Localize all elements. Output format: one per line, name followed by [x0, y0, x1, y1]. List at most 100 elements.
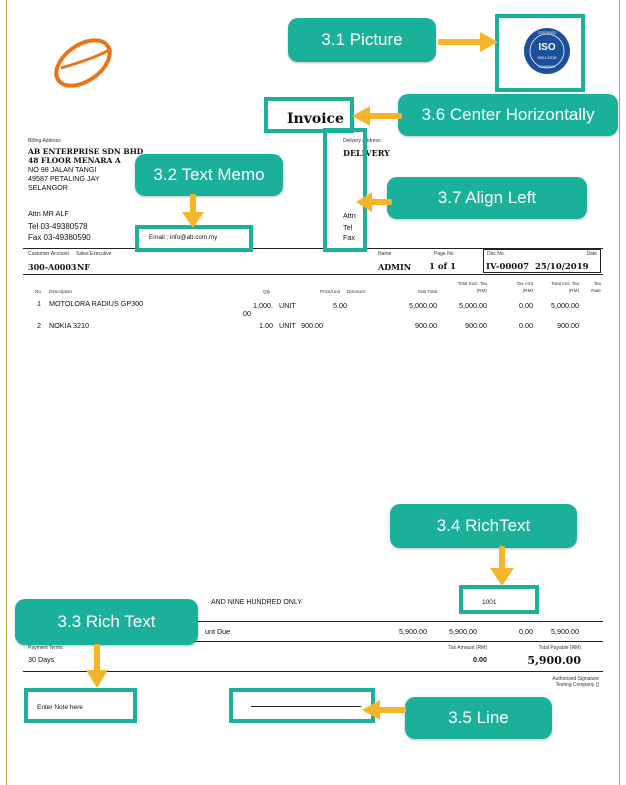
val-name: ADMIN	[378, 262, 412, 272]
callout-center-horizontally: 3.6 Center Horizontally	[398, 94, 618, 136]
item-incl: 900.00	[557, 321, 579, 330]
col-excl-2: (RM)	[476, 288, 487, 293]
email-memo: Email : info@ab.com.my	[149, 234, 218, 241]
col-excl-1: Total Excl. Tax	[457, 281, 487, 286]
callout-text-memo: 3.2 Text Memo	[135, 154, 283, 196]
divider-totals	[23, 641, 603, 642]
hdr-customer-account: Customer Account	[28, 251, 69, 257]
col-qty: Qty	[263, 289, 271, 294]
delivery-label: Delivery Address	[343, 138, 381, 144]
item-no: 1	[37, 299, 41, 308]
item-incl: 5,000.00	[551, 301, 579, 310]
item-no: 2	[37, 321, 41, 330]
total-subtotal: 5,900.00	[399, 627, 427, 636]
item-qty: 1.00	[259, 321, 273, 330]
delivery-highlight	[323, 128, 367, 252]
picture-highlight	[495, 14, 585, 92]
col-rate-1: Tax	[593, 281, 601, 286]
callout-rich-text: 3.3 Rich Text	[15, 599, 198, 645]
total-excl: 5,900.00	[449, 627, 477, 636]
callout-line: 3.5 Line	[405, 697, 552, 739]
arrow-left-icon	[356, 192, 392, 212]
amount-due-label: unt Due	[205, 627, 231, 636]
val-customer-account: 300-A0003	[28, 262, 77, 272]
iso-bottom-text: COMPANY	[538, 65, 556, 69]
total-incl: 5,900.00	[551, 627, 579, 636]
billing-company: AB ENTERPRISE SDN BHD	[28, 147, 144, 156]
note-text: Enter Note here	[37, 704, 83, 711]
tax-amount: 0.00	[473, 655, 487, 664]
iso-badge-icon	[524, 28, 570, 74]
hdr-name: Name	[378, 251, 392, 257]
callout-richtext: 3.4 RichText	[390, 504, 577, 548]
divider-top	[23, 248, 603, 249]
arrow-down-icon	[490, 546, 514, 586]
arrow-left-icon	[362, 700, 406, 720]
col-taxamt-1: Tax Amt	[516, 281, 533, 286]
line-highlight	[229, 688, 375, 723]
total-payable: 5,900.00	[527, 654, 581, 667]
val-sales-exec: NF	[77, 262, 90, 272]
item-unit: UNIT	[279, 301, 296, 310]
item-description: MOTOLORA RADIUS GP300	[49, 299, 144, 308]
richtext-highlight	[459, 585, 539, 614]
col-incl-2: (RM)	[568, 288, 579, 293]
col-incl-1: Total Incl. Tax	[551, 281, 579, 286]
payment-terms: 30 Days	[28, 655, 55, 664]
item-tax: 0.00	[519, 321, 533, 330]
item-qty-cont: 00	[243, 309, 251, 318]
arrow-right-icon	[438, 32, 498, 52]
note-highlight	[24, 688, 137, 723]
delivery-attn: Attn	[343, 211, 356, 220]
signature-company: Testing Company ()	[555, 682, 599, 688]
docno-date-box	[483, 249, 601, 273]
amount-in-words: AND NINE HUNDRED ONLY	[211, 599, 302, 606]
col-subtotal: Sub Total	[417, 289, 437, 294]
iso-sub-text: 9001:2015	[537, 55, 557, 60]
signature-label: Authorised Signature	[552, 676, 599, 682]
item-excl: 5,000.00	[459, 301, 487, 310]
richtext-value: 1001	[482, 599, 497, 606]
item-unit: UNIT	[279, 321, 296, 330]
billing-attn: Attn MR ALF	[28, 209, 69, 218]
col-description: Description	[49, 289, 72, 294]
hdr-doc-no: Doc No.	[487, 251, 506, 257]
arrow-down-icon	[86, 644, 108, 688]
item-tax: 0.00	[519, 301, 533, 310]
billing-addr2: NO 98 JALAN TANGI	[28, 165, 97, 174]
total-tax: 0.00	[519, 627, 533, 636]
item-price: 5.00	[333, 301, 347, 310]
email-highlight	[135, 225, 253, 252]
col-taxamt-2: (RM)	[522, 288, 533, 293]
hdr-sales-exec: Sales Executive	[76, 251, 112, 257]
item-qty: 1,000.	[253, 301, 273, 310]
billing-tel: Tel 03-49380578	[28, 222, 88, 231]
col-no: No	[35, 289, 41, 294]
callout-align-left: 3.7 Align Left	[387, 177, 587, 219]
signature-line	[251, 706, 361, 707]
title-highlight	[264, 97, 354, 133]
divider-totals-top	[187, 621, 603, 622]
col-price: Price/Unit	[320, 289, 340, 294]
divider-header	[23, 274, 603, 275]
iso-top-text: CERTIFIED	[537, 31, 557, 35]
tax-amount-label: Tax Amount (RM)	[448, 645, 487, 651]
item-description: NOKIA 3210	[49, 321, 89, 330]
callout-picture: 3.1 Picture	[288, 18, 436, 62]
iso-badge: CERTIFIED ISO 9001:2015 COMPANY	[522, 26, 572, 76]
col-rate-2: Rate	[591, 288, 601, 293]
arrow-down-icon	[182, 194, 204, 228]
billing-label: Billing Address	[28, 138, 61, 144]
delivery-fax: Fax	[343, 233, 355, 242]
iso-main-text: ISO	[538, 42, 556, 53]
invoice-title: Invoice	[287, 111, 344, 127]
company-logo	[54, 38, 112, 88]
arrow-left-icon	[352, 106, 402, 126]
hdr-page-no: Page No	[434, 251, 454, 257]
item-excl: 900.00	[465, 321, 487, 330]
billing-addr3: 49587 PETALING JAY	[28, 174, 100, 183]
val-date: 25/10/2019	[535, 262, 589, 272]
val-doc-no: IV-00007	[486, 262, 530, 272]
hdr-date: Date	[586, 251, 597, 257]
item-subtotal: 900.00	[415, 321, 437, 330]
